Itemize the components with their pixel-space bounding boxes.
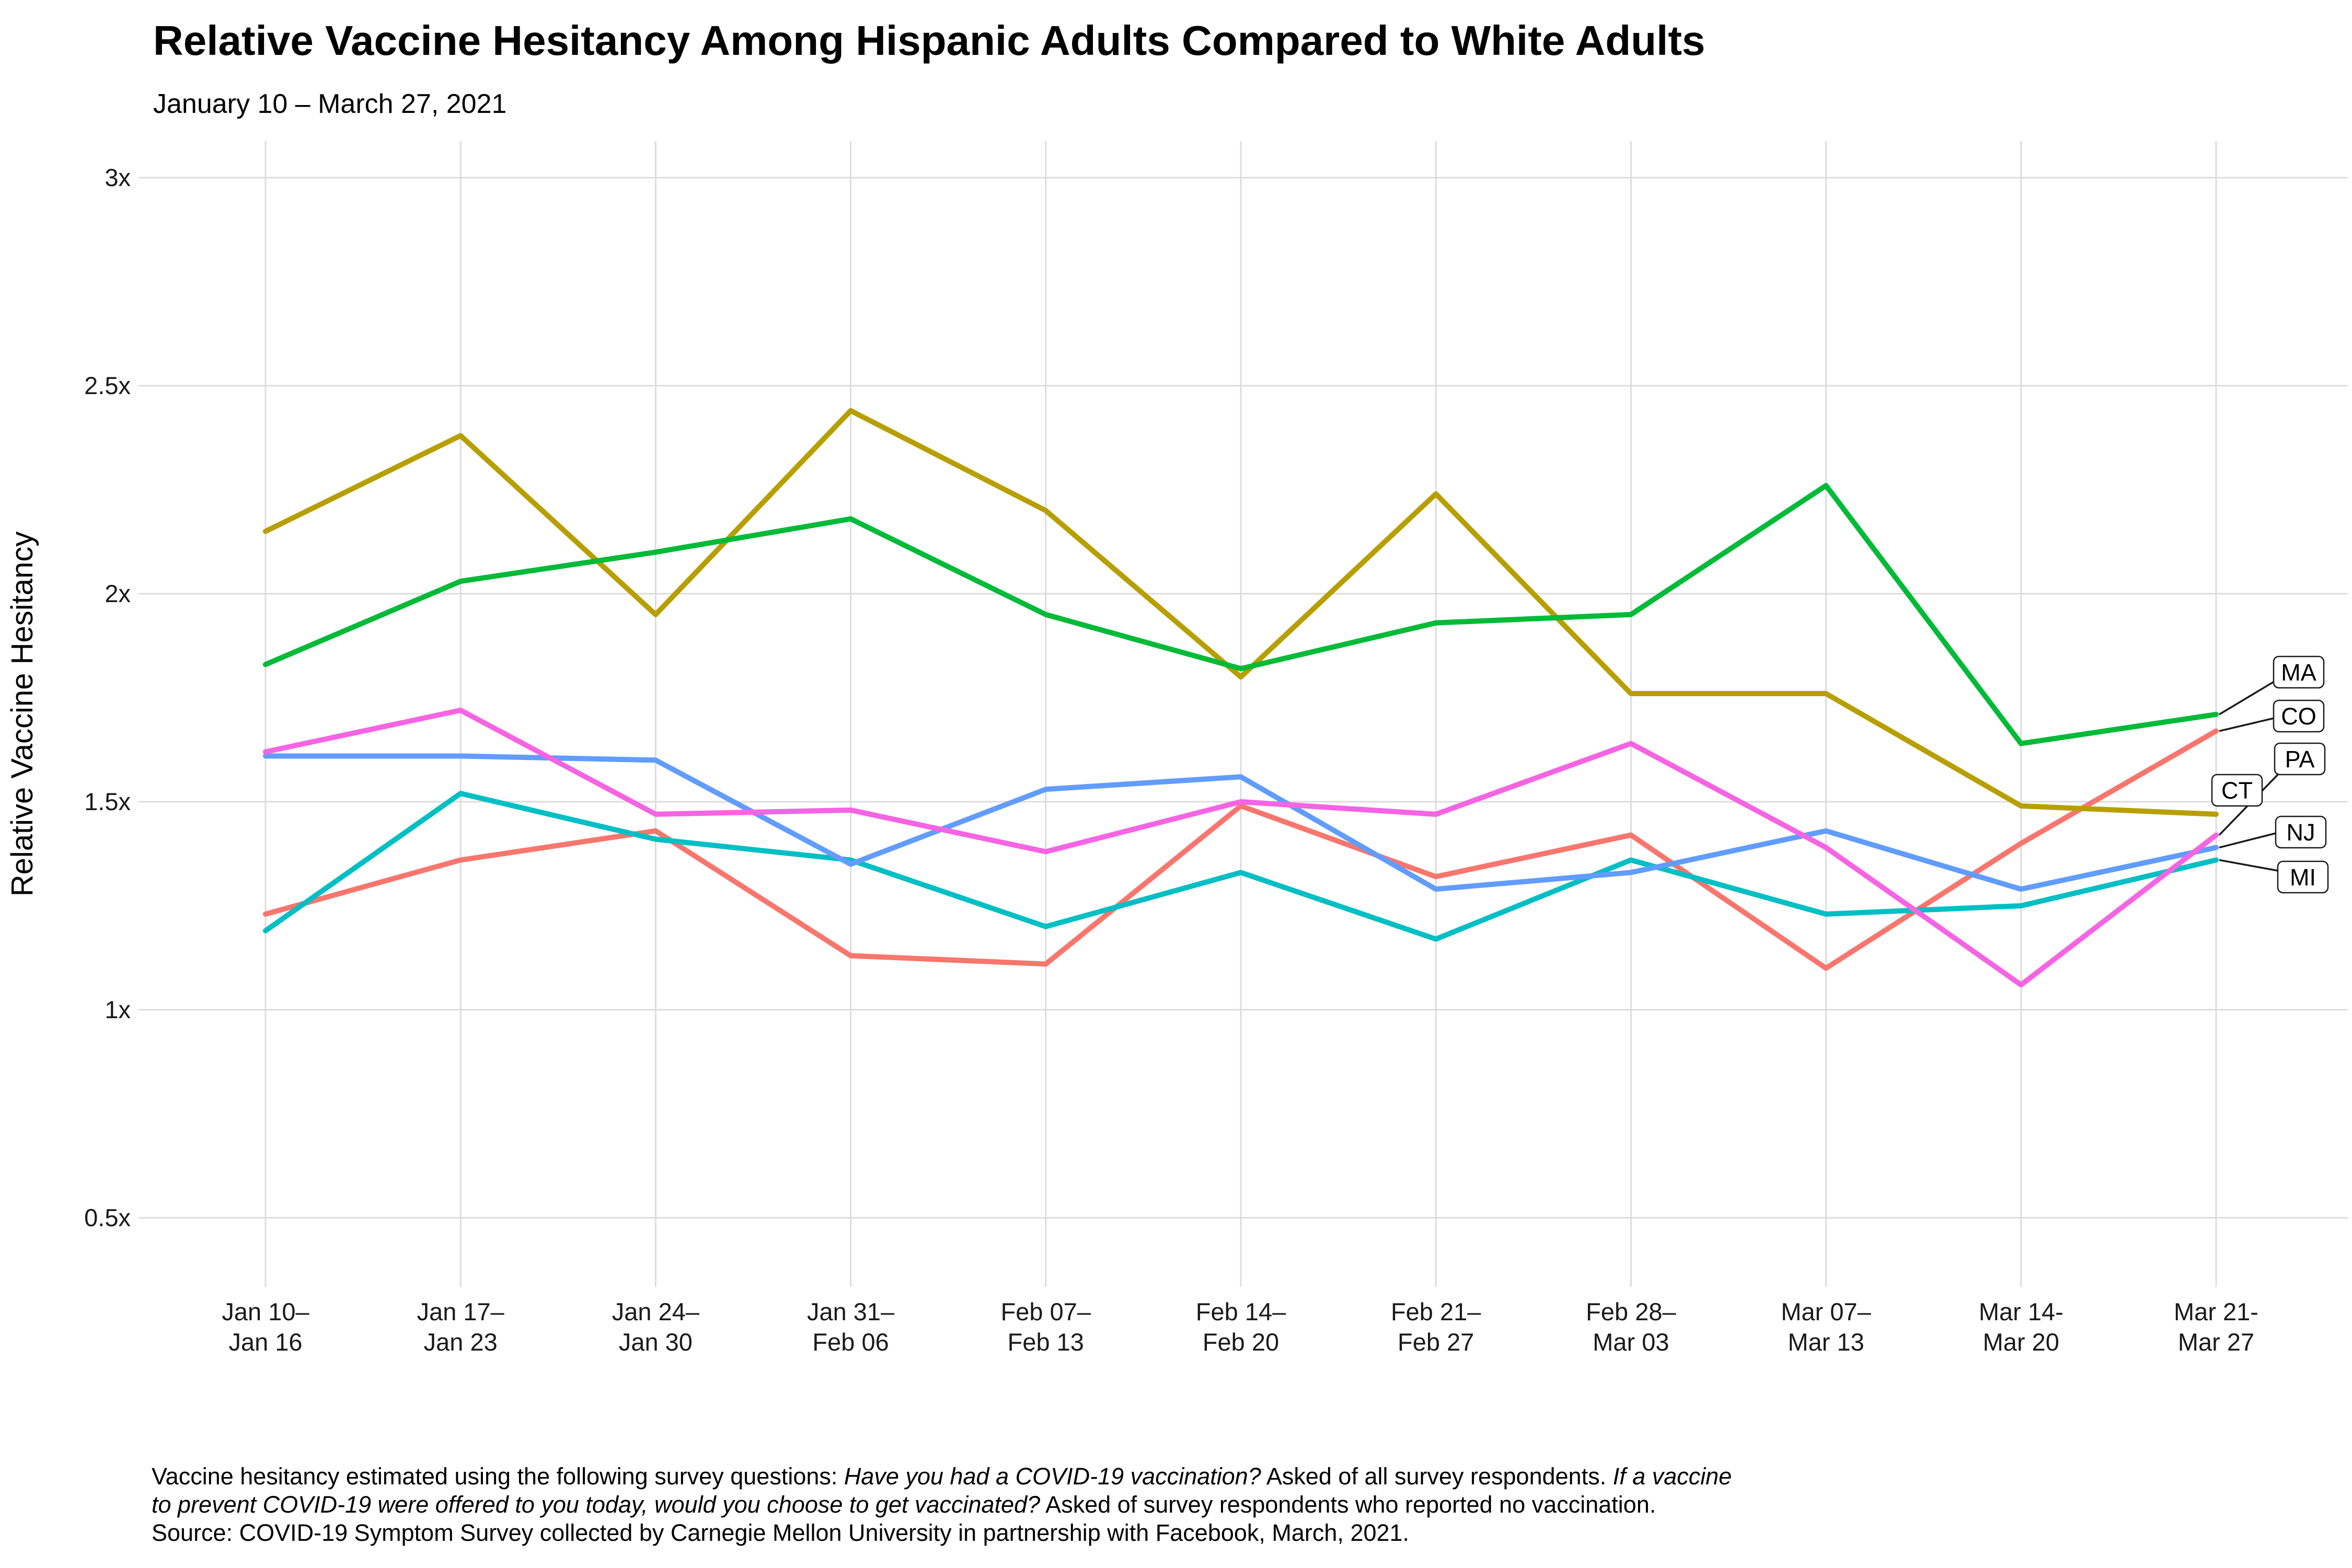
x-tick-label: Jan 24– Jan 30 <box>612 1298 700 1356</box>
footnote-line: Vaccine hesitancy estimated using the fo… <box>152 1462 2315 1491</box>
footnote-line: Source: COVID-19 Symptom Survey collecte… <box>152 1519 2315 1547</box>
chart-footnote: Vaccine hesitancy estimated using the fo… <box>152 1462 2315 1547</box>
x-tick-label: Mar 14-Mar 20 <box>1979 1298 2063 1356</box>
y-axis-title: Relative Vaccine Hesitancy <box>5 532 39 896</box>
series-end-label-NJ: NJ <box>2287 819 2315 846</box>
x-tick-label: Jan 31– Feb 06 <box>807 1298 895 1356</box>
x-tick-label: Feb 14– Feb 20 <box>1196 1298 1286 1356</box>
series-end-label-box-MA <box>2273 655 2325 689</box>
y-tick-label: 3x <box>105 164 131 191</box>
leader-line-CO <box>2219 717 2275 732</box>
x-tick-label: Jan 17– Jan 23 <box>417 1298 505 1356</box>
series-end-label-CO: CO <box>2281 703 2316 730</box>
y-tick-label: 0.5x <box>84 1204 131 1231</box>
series-end-label-MI: MI <box>2290 864 2316 891</box>
series-end-label-box-MI <box>2277 860 2329 894</box>
x-tick-label: Feb 21– Feb 27 <box>1391 1298 1481 1356</box>
series-line-NJ <box>263 753 2219 892</box>
y-tick-label: 2.5x <box>84 372 131 399</box>
footnote-text-segment: Vaccine hesitancy estimated using the fo… <box>152 1463 844 1490</box>
leader-line-MA <box>2219 681 2275 716</box>
y-axis-tick-labels: 0.5x 1x 1.5x 2x 2.5x 3x <box>84 164 131 1231</box>
x-axis-tick-labels: Jan 10– Jan 16 Jan 17– Jan 23 Jan 24– Jan 30 J… <box>222 1298 2258 1356</box>
series-end-label-CT: CT <box>2221 777 2253 804</box>
x-tick-label: Feb 07– Feb 13 <box>1001 1298 1091 1356</box>
footnote-text-segment: Asked of all survey respondents. <box>1261 1463 1613 1490</box>
series-line-MA <box>263 483 2219 746</box>
x-tick-label: Mar 21-Mar 27 <box>2174 1298 2258 1356</box>
chart-title: Relative Vaccine Hesitancy Among Hispani… <box>153 17 1705 64</box>
footnote-italic-segment: Have you had a COVID-19 vaccination? <box>844 1463 1261 1490</box>
series-lines <box>263 408 2219 988</box>
series-end-label-MA: MA <box>2281 659 2316 686</box>
gridlines <box>139 141 2348 1287</box>
leader-line-NJ <box>2219 832 2277 849</box>
footnote-text-segment: Asked of survey respondents who reported… <box>1040 1491 1656 1518</box>
series-end-label-box-PA <box>2274 742 2326 776</box>
footnote-line: to prevent COVID-19 were offered to you … <box>152 1491 2315 1519</box>
series-end-label-PA: PA <box>2285 746 2315 773</box>
series-line-PA <box>263 707 2219 988</box>
y-tick-label: 1.5x <box>84 788 131 815</box>
series-line-MI <box>263 791 2219 942</box>
footnote-italic-segment: If a vaccine <box>1612 1463 1732 1490</box>
y-tick-label: 2x <box>105 580 131 607</box>
series-end-label-box-CO <box>2273 699 2325 733</box>
series-line-CO <box>263 728 2219 971</box>
footnote-italic-segment: to prevent COVID-19 were offered to you … <box>152 1491 1041 1518</box>
series-end-labels: MA CO PA CT NJ MI <box>2211 655 2329 894</box>
chart-subtitle: January 10 – March 27, 2021 <box>153 89 507 119</box>
series-end-label-box-CT <box>2211 774 2263 807</box>
leader-line-MI <box>2219 859 2279 872</box>
x-tick-label: Feb 28– Mar 03 <box>1586 1298 1676 1356</box>
y-tick-label: 1x <box>105 996 131 1023</box>
series-end-label-box-NJ <box>2275 815 2327 849</box>
series-line-CT <box>263 408 2219 817</box>
x-tick-label: Jan 10– Jan 16 <box>222 1298 309 1356</box>
x-tick-label: Mar 07– Mar 13 <box>1781 1298 1871 1356</box>
footnote-text-segment: Source: COVID-19 Symptom Survey collecte… <box>152 1519 1410 1546</box>
